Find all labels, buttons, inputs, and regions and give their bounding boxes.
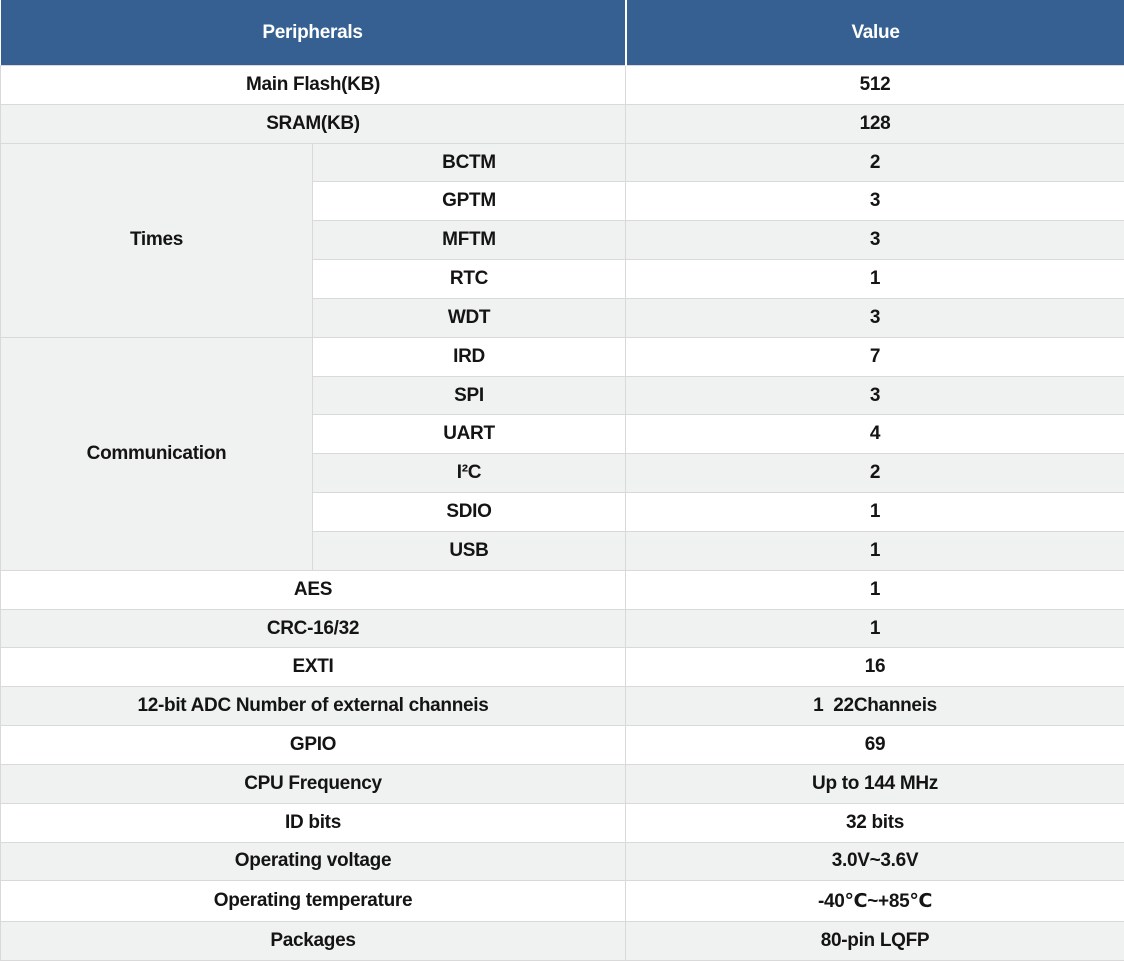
row-label: Operating temperature xyxy=(0,880,627,922)
table-row: RTC 1 xyxy=(1,259,1124,299)
group-cell-times: Times xyxy=(0,142,313,338)
row-label: 12-bit ADC Number of external channeis xyxy=(0,686,627,727)
row-label: GPIO xyxy=(0,725,627,765)
table-row: I²C 2 xyxy=(1,453,1124,494)
row-value: 3 xyxy=(625,297,1124,338)
table-row: Operating temperature -40℃~+85℃ xyxy=(0,880,1124,922)
table-row: Operating voltage 3.0V~3.6V xyxy=(0,841,1124,882)
table-row: GPTM 3 xyxy=(1,181,1124,222)
table-row: CRC-16/32 1 xyxy=(0,608,1124,649)
row-value: 1 22Channeis xyxy=(625,686,1124,727)
row-label: SDIO xyxy=(311,492,627,532)
table-row: Communication IRD 7 xyxy=(0,336,1124,571)
row-label: SRAM(KB) xyxy=(0,103,627,144)
row-value: 3 xyxy=(625,220,1124,261)
table-row: UART 4 xyxy=(1,414,1124,455)
row-value: 3.0V~3.6V xyxy=(625,841,1124,882)
row-value: 1 xyxy=(625,608,1124,649)
table-row: ID bits 32 bits xyxy=(0,802,1124,843)
table-row: MFTM 3 xyxy=(1,220,1124,261)
header-value: Value xyxy=(625,0,1124,66)
row-label: GPTM xyxy=(311,181,627,222)
row-value: 128 xyxy=(625,103,1124,144)
row-value: 1 xyxy=(625,259,1124,299)
row-value: 2 xyxy=(625,453,1124,494)
row-label: BCTM xyxy=(311,142,627,183)
table-row: SRAM(KB) 128 xyxy=(0,103,1124,144)
table-row: EXTI 16 xyxy=(0,647,1124,688)
table-row: CPU Frequency Up to 144 MHz xyxy=(0,763,1124,804)
row-value: 32 bits xyxy=(625,802,1124,843)
table-row: AES 1 xyxy=(0,569,1124,610)
table-row: Times BCTM 2 xyxy=(0,142,1124,338)
row-value: 512 xyxy=(625,65,1124,105)
row-value: 7 xyxy=(625,336,1124,377)
row-label: USB xyxy=(311,530,627,571)
row-label: SPI xyxy=(311,375,627,416)
table-row: SPI 3 xyxy=(1,375,1124,416)
row-value: 16 xyxy=(625,647,1124,688)
table-row: 12-bit ADC Number of external channeis 1… xyxy=(0,686,1124,727)
row-value: 69 xyxy=(625,725,1124,765)
table-row: GPIO 69 xyxy=(0,725,1124,765)
table-row: Packages 80-pin LQFP xyxy=(0,920,1124,961)
row-value: 4 xyxy=(625,414,1124,455)
table-row: Main Flash(KB) 512 xyxy=(0,65,1124,105)
row-label: CPU Frequency xyxy=(0,763,627,804)
row-value: 2 xyxy=(625,142,1124,183)
row-label: I²C xyxy=(311,453,627,494)
row-label: AES xyxy=(0,569,627,610)
header-peripherals: Peripherals xyxy=(0,0,627,66)
row-value: 3 xyxy=(625,375,1124,416)
row-value: 1 xyxy=(625,530,1124,571)
row-label: MFTM xyxy=(311,220,627,261)
row-label: Packages xyxy=(0,920,627,961)
row-value: 80-pin LQFP xyxy=(625,920,1124,961)
table-row: SDIO 1 xyxy=(1,492,1124,532)
row-value: 1 xyxy=(625,569,1124,610)
row-label: ID bits xyxy=(0,802,627,843)
row-label: IRD xyxy=(311,336,627,377)
row-label: WDT xyxy=(311,297,627,338)
row-value: 1 xyxy=(625,492,1124,532)
table-row: WDT 3 xyxy=(1,297,1124,338)
row-value: Up to 144 MHz xyxy=(625,763,1124,804)
row-value: -40℃~+85℃ xyxy=(625,880,1124,922)
group-cell-communication: Communication xyxy=(0,336,313,571)
header-row: Peripherals Value xyxy=(0,0,1124,66)
row-label: CRC-16/32 xyxy=(0,608,627,649)
row-label: UART xyxy=(311,414,627,455)
row-label: Main Flash(KB) xyxy=(0,65,627,105)
row-label: Operating voltage xyxy=(0,841,627,882)
row-label: RTC xyxy=(311,259,627,299)
row-label: EXTI xyxy=(0,647,627,688)
table-row: USB 1 xyxy=(1,530,1124,571)
row-value: 3 xyxy=(625,181,1124,222)
